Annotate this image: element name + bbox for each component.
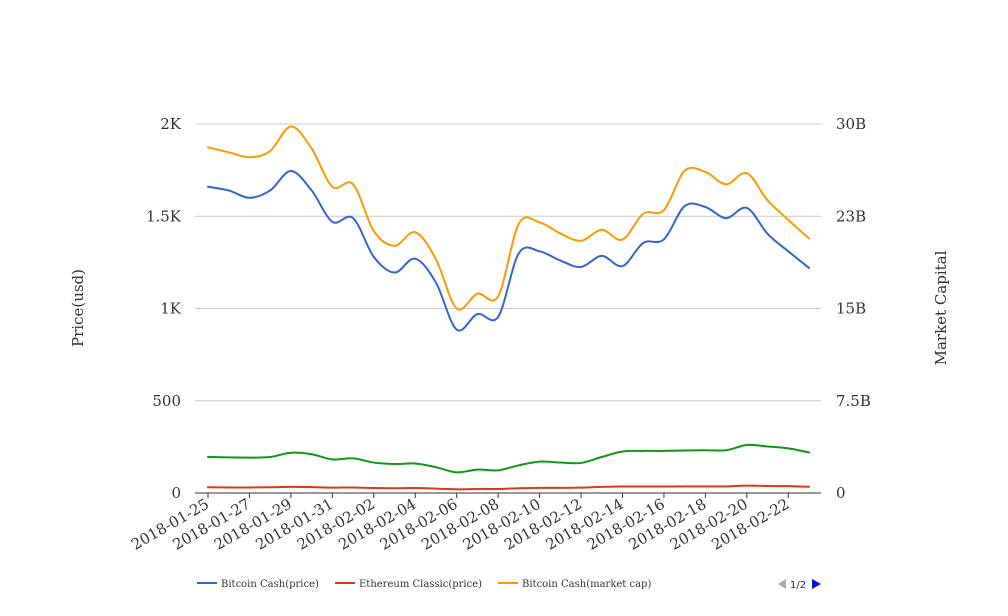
left-axis-ticks: 0 500 1K 1.5K 2K <box>146 115 182 502</box>
legend-label: Bitcoin Cash(market cap) <box>522 579 651 590</box>
left-tick-label: 500 <box>152 392 181 410</box>
legend: Bitcoin Cash(price) Ethereum Classic(pric… <box>197 579 651 590</box>
right-tick-label: 23B <box>836 207 866 225</box>
legend-prev-icon[interactable] <box>778 579 786 589</box>
left-tick-label: 1.5K <box>146 207 182 225</box>
series-line-series-4 <box>207 443 810 474</box>
legend-next-icon[interactable] <box>812 579 821 589</box>
series-line-bitcoin-cash-price <box>207 170 810 332</box>
legend-item[interactable]: Ethereum Classic(price) <box>335 579 482 590</box>
left-axis-title: Price(usd) <box>69 269 87 347</box>
series-line-ethereum-classic-price <box>207 484 810 491</box>
left-tick-label: 1K <box>160 300 182 318</box>
legend-page-indicator: 1/2 <box>790 580 806 591</box>
right-axis-title: Market Capital <box>932 250 950 365</box>
legend-item[interactable]: Bitcoin Cash(price) <box>197 579 319 590</box>
left-tick-label: 0 <box>171 484 181 502</box>
x-axis-ticks: 2018-01-252018-01-272018-01-292018-01-31… <box>128 493 792 554</box>
left-tick-label: 2K <box>160 115 182 133</box>
right-tick-label: 15B <box>836 300 866 318</box>
legend-item[interactable]: Bitcoin Cash(market cap) <box>498 579 651 590</box>
series-lines <box>207 125 810 491</box>
right-axis-ticks: 0 7.5B 15B 23B 30B <box>836 115 871 502</box>
gridlines <box>195 123 821 494</box>
series-line-bitcoin-cash-market-cap <box>207 125 810 311</box>
legend-pager: 1/2 <box>778 579 821 591</box>
right-tick-label: 30B <box>836 115 866 133</box>
legend-label: Bitcoin Cash(price) <box>221 579 319 590</box>
right-tick-label: 0 <box>836 484 846 502</box>
legend-label: Ethereum Classic(price) <box>359 579 482 590</box>
right-tick-label: 7.5B <box>836 392 871 410</box>
